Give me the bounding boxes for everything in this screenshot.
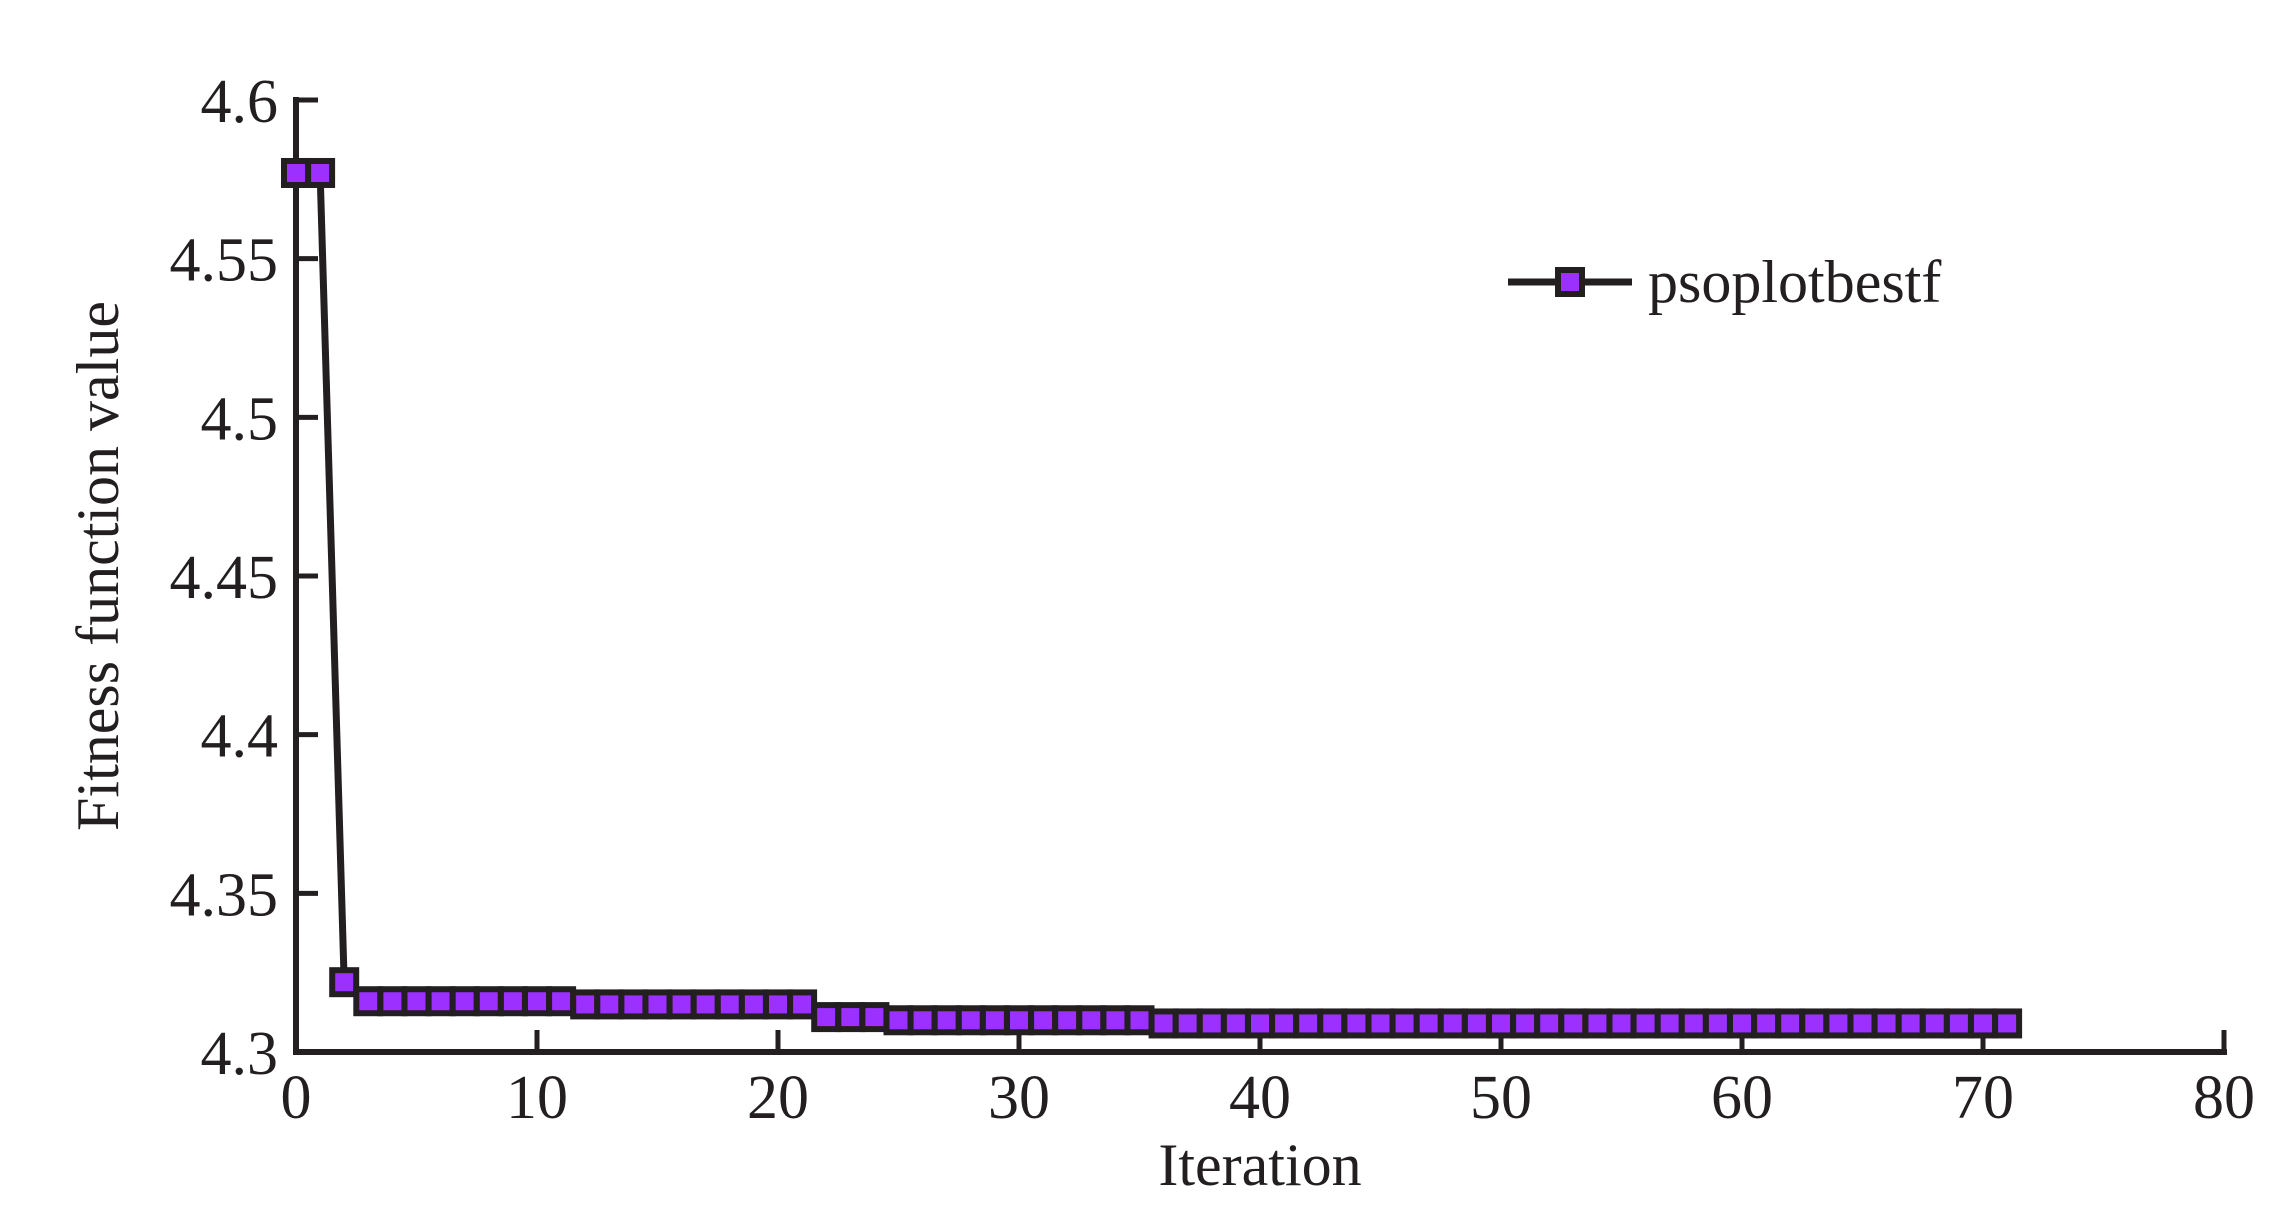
data-point — [1486, 1008, 1516, 1039]
x-tick-label: 50 — [1470, 1064, 1532, 1132]
data-point — [642, 989, 673, 1020]
data-point — [425, 986, 456, 1017]
x-tick-label: 70 — [1952, 1064, 2014, 1132]
data-point — [1317, 1008, 1348, 1039]
x-tick-label: 80 — [2193, 1064, 2255, 1132]
data-point — [1630, 1008, 1661, 1039]
data-point — [401, 986, 432, 1017]
data-point — [1751, 1008, 1782, 1039]
legend-label-psoplotbestf: psoplotbestf — [1648, 249, 1941, 315]
data-point — [1389, 1008, 1420, 1039]
y-tick-label: 4.55 — [170, 227, 279, 295]
data-point — [811, 1002, 842, 1033]
legend: psoplotbestf — [1508, 249, 1941, 315]
data-point — [570, 989, 601, 1020]
data-point — [1172, 1008, 1203, 1039]
data-point — [594, 989, 625, 1020]
data-point — [1799, 1008, 1830, 1039]
data-point — [690, 989, 721, 1020]
data-point — [1461, 1008, 1492, 1039]
y-tick-label: 4.6 — [201, 68, 279, 136]
data-point — [763, 989, 793, 1020]
data-point — [1220, 1008, 1251, 1039]
data-point — [522, 986, 552, 1017]
data-point — [1968, 1008, 1998, 1039]
data-point — [353, 986, 384, 1017]
data-point — [1919, 1008, 1950, 1039]
data-point — [714, 989, 745, 1020]
data-point — [666, 989, 697, 1020]
data-point — [1004, 1005, 1034, 1036]
data-point — [955, 1005, 986, 1036]
data-point — [1052, 1005, 1083, 1036]
data-point — [907, 1005, 938, 1036]
data-point — [1437, 1008, 1468, 1039]
data-point — [329, 967, 360, 998]
x-tick-label: 20 — [747, 1064, 809, 1132]
data-point — [1992, 1008, 2023, 1039]
plot-area — [293, 97, 2227, 1055]
data-point — [738, 989, 769, 1020]
y-tick-label: 4.4 — [201, 703, 279, 771]
x-tick-label: 60 — [1711, 1064, 1773, 1132]
data-point — [1775, 1008, 1806, 1039]
legend-marker-square — [1555, 267, 1585, 297]
data-point — [305, 157, 336, 188]
data-point — [1124, 1005, 1155, 1036]
data-point — [835, 1002, 866, 1033]
data-point — [1413, 1008, 1444, 1039]
data-point — [281, 157, 311, 188]
data-point — [1510, 1008, 1541, 1039]
data-point — [1076, 1005, 1107, 1036]
data-point — [546, 986, 577, 1017]
data-point — [1028, 1005, 1059, 1036]
series-layer — [281, 157, 2023, 1039]
data-point — [1678, 1008, 1709, 1039]
data-point — [1943, 1008, 1974, 1039]
data-point — [1534, 1008, 1565, 1039]
y-tick-label: 4.5 — [201, 385, 279, 453]
x-tick-label: 30 — [988, 1064, 1050, 1132]
x-tick-label: 0 — [281, 1064, 312, 1132]
y-tick-label: 4.3 — [201, 1020, 279, 1088]
x-axis-ticks: 0 10 20 30 40 50 60 70 80 — [281, 1030, 2255, 1132]
y-tick-label: 4.35 — [170, 861, 279, 929]
data-point — [377, 986, 408, 1017]
data-point — [883, 1005, 914, 1036]
y-axis-title: Fitness function value — [65, 301, 131, 831]
data-point — [1847, 1008, 1878, 1039]
data-point — [787, 989, 818, 1020]
y-axis-ticks: 4.3 4.35 4.4 4.45 4.5 4.55 4.6 — [170, 68, 318, 1088]
data-point — [1269, 1008, 1300, 1039]
data-point — [1727, 1008, 1757, 1039]
data-point — [1702, 1008, 1733, 1039]
data-point — [1196, 1008, 1227, 1039]
data-point — [931, 1005, 962, 1036]
data-point — [1895, 1008, 1926, 1039]
data-point — [1148, 1008, 1179, 1039]
x-tick-label: 40 — [1229, 1064, 1291, 1132]
data-point — [1871, 1008, 1902, 1039]
data-point — [473, 986, 504, 1017]
data-point — [859, 1002, 890, 1033]
x-tick-label: 10 — [506, 1064, 568, 1132]
data-point — [1365, 1008, 1396, 1039]
data-point — [1245, 1008, 1275, 1039]
data-point — [1606, 1008, 1637, 1039]
data-point — [449, 986, 480, 1017]
data-point — [618, 989, 649, 1020]
data-point — [497, 986, 528, 1017]
data-point — [1293, 1008, 1324, 1039]
y-tick-label: 4.45 — [170, 544, 279, 612]
x-axis-title: Iteration — [1158, 1132, 1361, 1198]
data-point — [979, 1005, 1010, 1036]
data-point — [1582, 1008, 1613, 1039]
data-point — [1558, 1008, 1589, 1039]
data-point — [1341, 1008, 1372, 1039]
data-point — [1654, 1008, 1685, 1039]
data-point — [1823, 1008, 1854, 1039]
data-point — [1100, 1005, 1131, 1036]
